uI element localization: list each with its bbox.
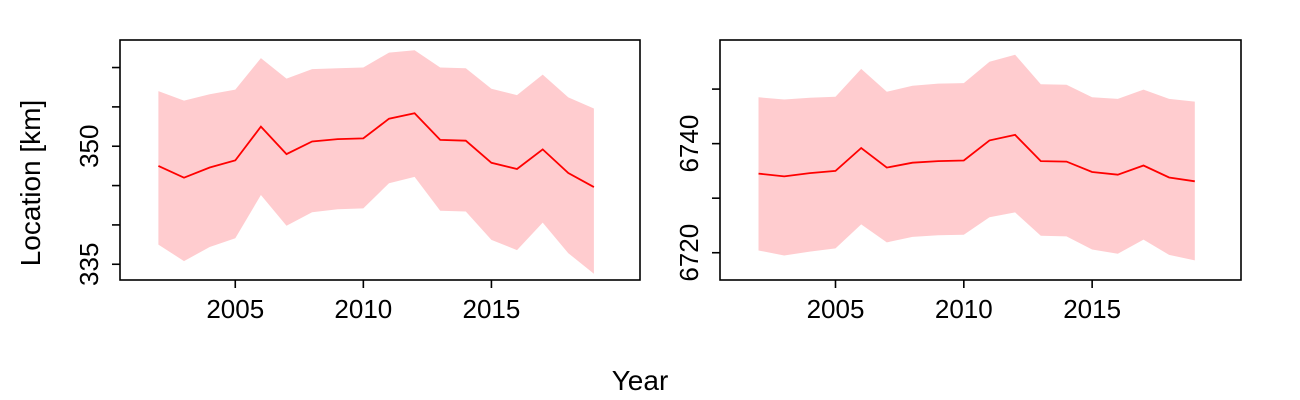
y-tick-label: 350 bbox=[74, 125, 104, 168]
y-axis-title: Location [km] bbox=[15, 100, 46, 267]
confidence-band bbox=[158, 50, 594, 274]
chart-panels: 2005 2010 2015 335 350 2005 2010 2015 6720 6740 bbox=[74, 39, 1242, 324]
x-tick-label: 2010 bbox=[935, 294, 993, 324]
x-tick-label: 2005 bbox=[206, 294, 264, 324]
chart-panel-1: 2005 2010 2015 335 350 bbox=[74, 39, 641, 324]
y-tick-label: 335 bbox=[74, 243, 104, 286]
x-tick-label: 2010 bbox=[334, 294, 392, 324]
confidence-band bbox=[758, 54, 1195, 261]
location-line bbox=[758, 133, 1195, 183]
chart-panel-2: 2005 2010 2015 6720 6740 bbox=[674, 39, 1242, 324]
x-axis-title: Year bbox=[612, 365, 669, 396]
y-tick-label: 6720 bbox=[674, 224, 704, 282]
location-line bbox=[158, 112, 595, 188]
x-tick-label: 2005 bbox=[807, 294, 865, 324]
x-tick-label: 2015 bbox=[463, 294, 521, 324]
plot-frame bbox=[719, 39, 1242, 281]
plot-frame bbox=[119, 39, 641, 281]
y-tick-label: 6740 bbox=[674, 115, 704, 173]
x-tick-label: 2015 bbox=[1063, 294, 1121, 324]
